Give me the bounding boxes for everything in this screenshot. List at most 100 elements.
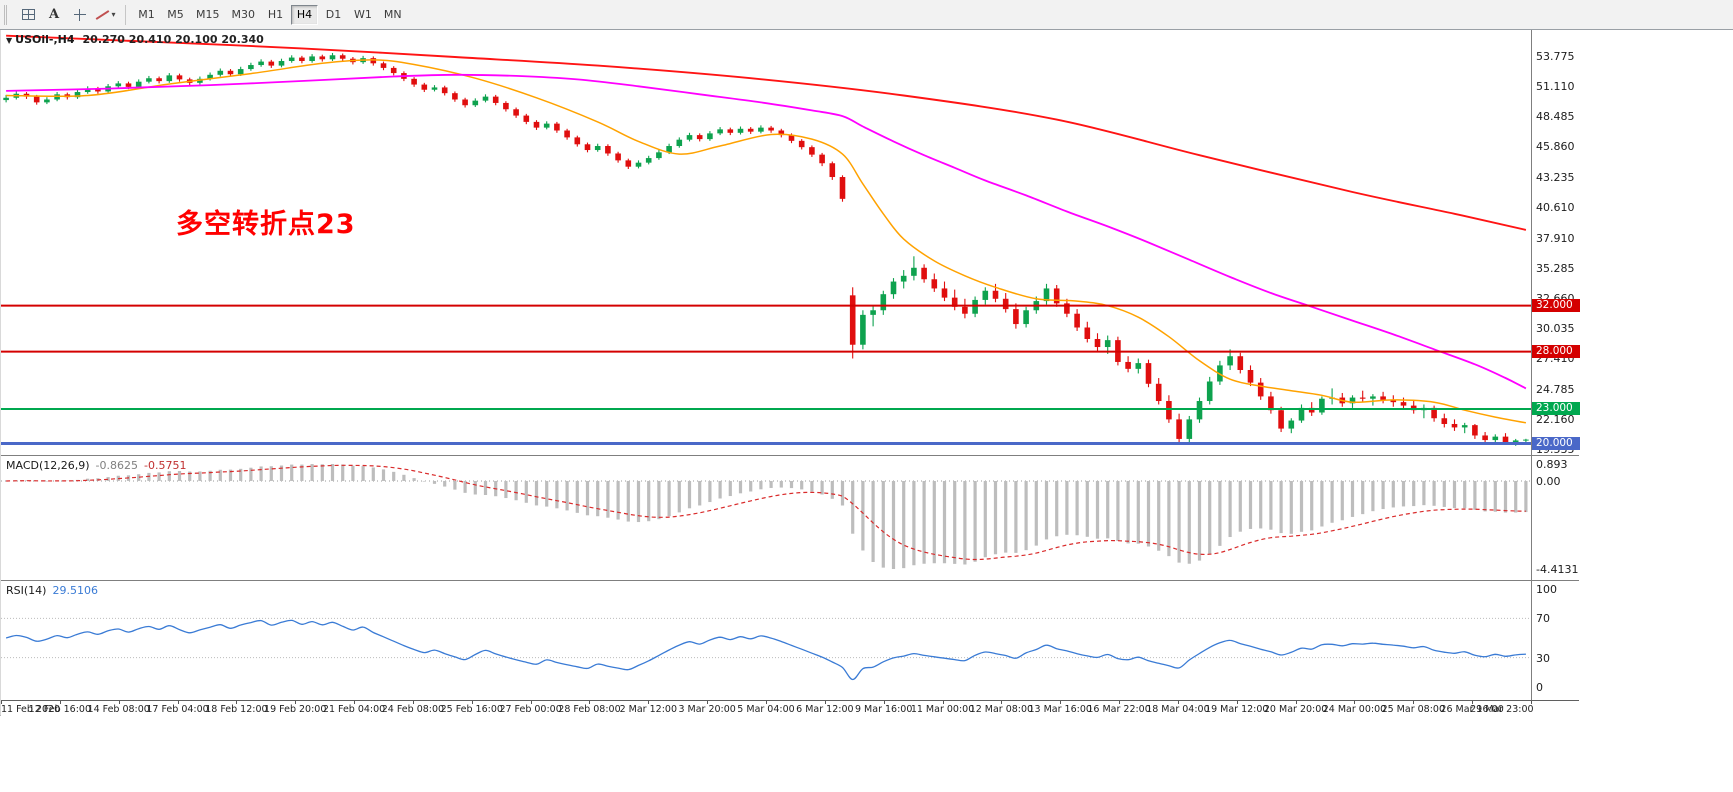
time-tick [942, 701, 944, 704]
line-studies-button[interactable]: ▾ [94, 3, 118, 27]
time-tick [1177, 701, 1179, 704]
rsi-tick-label: 70 [1536, 612, 1550, 626]
price-tick-label: 30.035 [1536, 322, 1575, 336]
date-tick-label: 27 Feb 00:00 [499, 704, 562, 715]
price-tick-label: 43.235 [1536, 170, 1575, 184]
collapse-arrow-icon[interactable]: ▼ [6, 36, 13, 45]
symbol-text: USOil-,H4 [15, 33, 75, 46]
time-tick [295, 701, 297, 704]
chart-grid-icon [21, 9, 35, 20]
date-tick-label: 21 Feb 04:00 [322, 704, 386, 715]
macd-tick-label: 0.893 [1536, 458, 1568, 471]
price-tick-label: 45.860 [1536, 140, 1575, 154]
rsi-label: RSI(14) 29.5106 [6, 584, 98, 597]
time-tick [354, 701, 356, 704]
timeframe-button-m30[interactable]: M30 [231, 8, 256, 21]
timeframe-button-mn[interactable]: MN [383, 8, 402, 21]
macd-label: MACD(12,26,9) -0.8625 -0.5751 [6, 459, 186, 472]
timeframe-button-m15[interactable]: M15 [196, 8, 220, 21]
macd-canvas[interactable] [1, 456, 1531, 581]
price-chart-canvas[interactable] [1, 30, 1531, 455]
rsi-canvas[interactable] [1, 581, 1531, 701]
macd-main-value: -0.8625 [95, 459, 139, 472]
time-tick [177, 701, 179, 704]
macd-panel: MACD(12,26,9) -0.8625 -0.5751 0.893 0.00 -4.… [1, 455, 1579, 580]
time-tick [1001, 701, 1003, 704]
date-tick-label: 11 Feb 2020 [1, 704, 61, 715]
time-tick [648, 701, 650, 704]
date-tick-label: 18 Feb 12:00 [205, 704, 268, 715]
chart-annotation[interactable]: 多空转折点23 [176, 209, 356, 240]
date-tick-label: 29 Mar 23:00 [1470, 704, 1534, 715]
time-tick [236, 701, 238, 704]
time-tick [1, 701, 2, 704]
timeframe-button-m5[interactable]: M5 [167, 8, 184, 21]
time-tick [471, 701, 473, 704]
date-tick-label: 24 Feb 08:00 [381, 704, 445, 715]
top-toolbar: A ▾ M1 M5 M15 M30 H1 H4 D1 W1 MN [0, 0, 1733, 30]
date-tick-label: 11 Mar 00:00 [910, 704, 975, 715]
time-tick [1060, 701, 1062, 704]
text-annotation-button[interactable]: A [42, 3, 66, 27]
price-tick-label: 40.610 [1536, 200, 1575, 214]
chart-window: ▼ USOil-,H4 20.270 20.410 20.100 20.340 多空… [0, 30, 1580, 716]
time-axis[interactable]: 11 Feb 2020 12 Feb 16:00 14 Feb 08:00 17 Fe… [1, 700, 1579, 716]
macd-axis[interactable]: 0.893 0.00 -4.4131 [1531, 456, 1579, 580]
rsi-axis[interactable]: 100 70 30 0 [1531, 581, 1579, 700]
text-annotation-icon: A [48, 7, 60, 22]
crosshair-button[interactable] [68, 3, 92, 27]
time-tick [59, 701, 61, 704]
macd-title: MACD(12,26,9) [6, 459, 90, 472]
price-tick-label: 51.110 [1536, 80, 1575, 94]
date-tick-label: 12 Feb 16:00 [28, 704, 92, 715]
date-tick-label: 14 Feb 08:00 [87, 704, 150, 715]
date-tick-label: 17 Feb 04:00 [146, 704, 209, 715]
price-tick-label: 22.160 [1536, 412, 1575, 426]
macd-tick-label: 0.00 [1536, 474, 1561, 488]
price-tick-label: 37.910 [1536, 231, 1575, 245]
timeframe-button-d1[interactable]: D1 [325, 8, 342, 21]
time-tick [589, 701, 591, 704]
macd-tick-label: -4.4131 [1536, 563, 1579, 576]
rsi-tick-label: 100 [1536, 583, 1557, 596]
price-line-badge: 23.000 [1532, 402, 1580, 416]
price-line-badge: 32.000 [1532, 298, 1580, 312]
date-tick-label: 13 Mar 16:00 [1028, 704, 1092, 715]
timeframe-button-m1[interactable]: M1 [138, 8, 155, 21]
rsi-value: 29.5106 [52, 584, 98, 597]
time-tick [1119, 701, 1121, 704]
time-tick [1413, 701, 1415, 704]
date-tick-label: 25 Mar 08:00 [1381, 704, 1446, 715]
date-tick-label: 28 Feb 08:00 [558, 704, 621, 715]
date-tick-label: 16 Mar 22:00 [1087, 704, 1151, 715]
time-tick [530, 701, 532, 704]
toolbar-grip[interactable] [4, 4, 11, 25]
line-studies-icon [96, 9, 109, 21]
time-tick [1295, 701, 1297, 704]
timeframe-button-w1[interactable]: W1 [354, 8, 372, 21]
date-tick-label: 9 Mar 16:00 [854, 704, 913, 715]
timeframe-button-h1[interactable]: H1 [267, 8, 284, 21]
time-tick [1236, 701, 1238, 704]
ohlc-values: 20.270 20.410 20.100 20.340 [82, 33, 264, 46]
timeframe-button-h4[interactable]: H4 [291, 4, 318, 25]
price-tick-label: 53.775 [1536, 49, 1575, 63]
time-tick [1531, 701, 1532, 704]
price-panel: ▼ USOil-,H4 20.270 20.410 20.100 20.340 多空… [1, 30, 1580, 456]
chart-symbol-label: ▼ USOil-,H4 20.270 20.410 20.100 20.340 [6, 33, 264, 46]
price-tick-label: 24.785 [1536, 382, 1575, 396]
time-tick [824, 701, 826, 704]
price-line-badge: 20.000 [1532, 436, 1580, 450]
dropdown-caret-icon: ▾ [111, 10, 116, 19]
date-tick-label: 6 Mar 12:00 [796, 704, 854, 715]
time-tick [707, 701, 709, 704]
price-line-badge: 28.000 [1532, 344, 1580, 358]
time-tick [766, 701, 767, 704]
drawing-tools-group: A ▾ [16, 3, 118, 27]
timeframe-group: M1 M5 M15 M30 H1 H4 D1 W1 MN [133, 4, 407, 25]
macd-signal-value: -0.5751 [144, 459, 187, 472]
chart-grid-button[interactable] [16, 3, 40, 27]
time-tick [412, 701, 414, 704]
price-axis[interactable]: 53.775 51.110 48.485 45.860 43.235 40.610 37.9… [1531, 30, 1580, 456]
date-tick-label: 5 Mar 04:00 [737, 704, 795, 715]
